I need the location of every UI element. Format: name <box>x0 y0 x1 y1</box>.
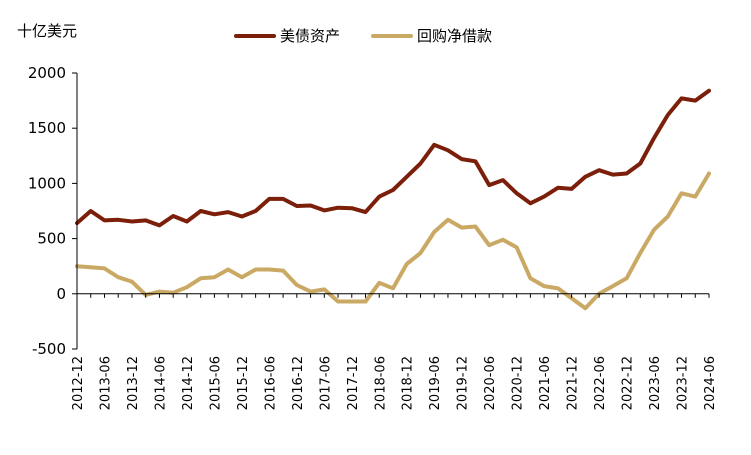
y-axis-ticks: 2000 1500 1000 500 0 -500 <box>28 64 77 358</box>
legend-label-1: 回购净借款 <box>417 27 492 45</box>
x-tick-label: 2022-12 <box>621 356 636 410</box>
x-tick-label: 2021-12 <box>566 356 581 410</box>
y-tick-label: 500 <box>37 230 66 248</box>
x-tick-label: 2024-06 <box>703 356 718 410</box>
series-lines <box>75 88 711 311</box>
x-tick-label: 2014-06 <box>153 356 168 410</box>
x-tick-label: 2012-12 <box>71 356 86 410</box>
x-tick-label: 2021-06 <box>538 356 553 410</box>
x-tick-label: 2015-06 <box>208 356 223 410</box>
x-tick-label: 2023-06 <box>648 356 663 410</box>
x-axis-ticks: 2012-12 2013-06 2013-12 2014-06 2014-12 2015-… <box>71 293 718 410</box>
x-tick-label: 2019-06 <box>428 356 443 410</box>
x-tick-label: 2020-06 <box>483 356 498 410</box>
legend-label-0: 美债资产 <box>280 27 340 45</box>
x-tick-label: 2018-06 <box>373 356 388 410</box>
x-tick-label: 2015-12 <box>236 356 251 410</box>
x-tick-label: 2018-12 <box>401 356 416 410</box>
x-tick-label: 2020-12 <box>511 356 526 410</box>
x-tick-label: 2019-12 <box>456 356 471 410</box>
series-line-1 <box>75 171 711 311</box>
x-tick-label: 2017-12 <box>346 356 361 410</box>
y-tick-label: 2000 <box>28 64 66 82</box>
y-tick-label: -500 <box>32 340 66 358</box>
x-tick-label: 2016-06 <box>263 356 278 410</box>
y-tick-label: 0 <box>56 285 66 303</box>
y-tick-label: 1000 <box>28 174 66 192</box>
y-tick-label: 1500 <box>28 119 66 137</box>
x-tick-label: 2017-06 <box>318 356 333 410</box>
series-line-0 <box>75 88 711 228</box>
x-tick-label: 2014-12 <box>181 356 196 410</box>
y-unit-label: 十亿美元 <box>17 22 77 40</box>
x-tick-label: 2022-06 <box>593 356 608 410</box>
x-tick-label: 2023-12 <box>676 356 691 410</box>
x-tick-label: 2013-12 <box>126 356 141 410</box>
x-tick-label: 2016-12 <box>291 356 306 410</box>
legend: 美债资产 回购净借款 <box>234 27 492 45</box>
x-tick-label: 2013-06 <box>98 356 113 410</box>
